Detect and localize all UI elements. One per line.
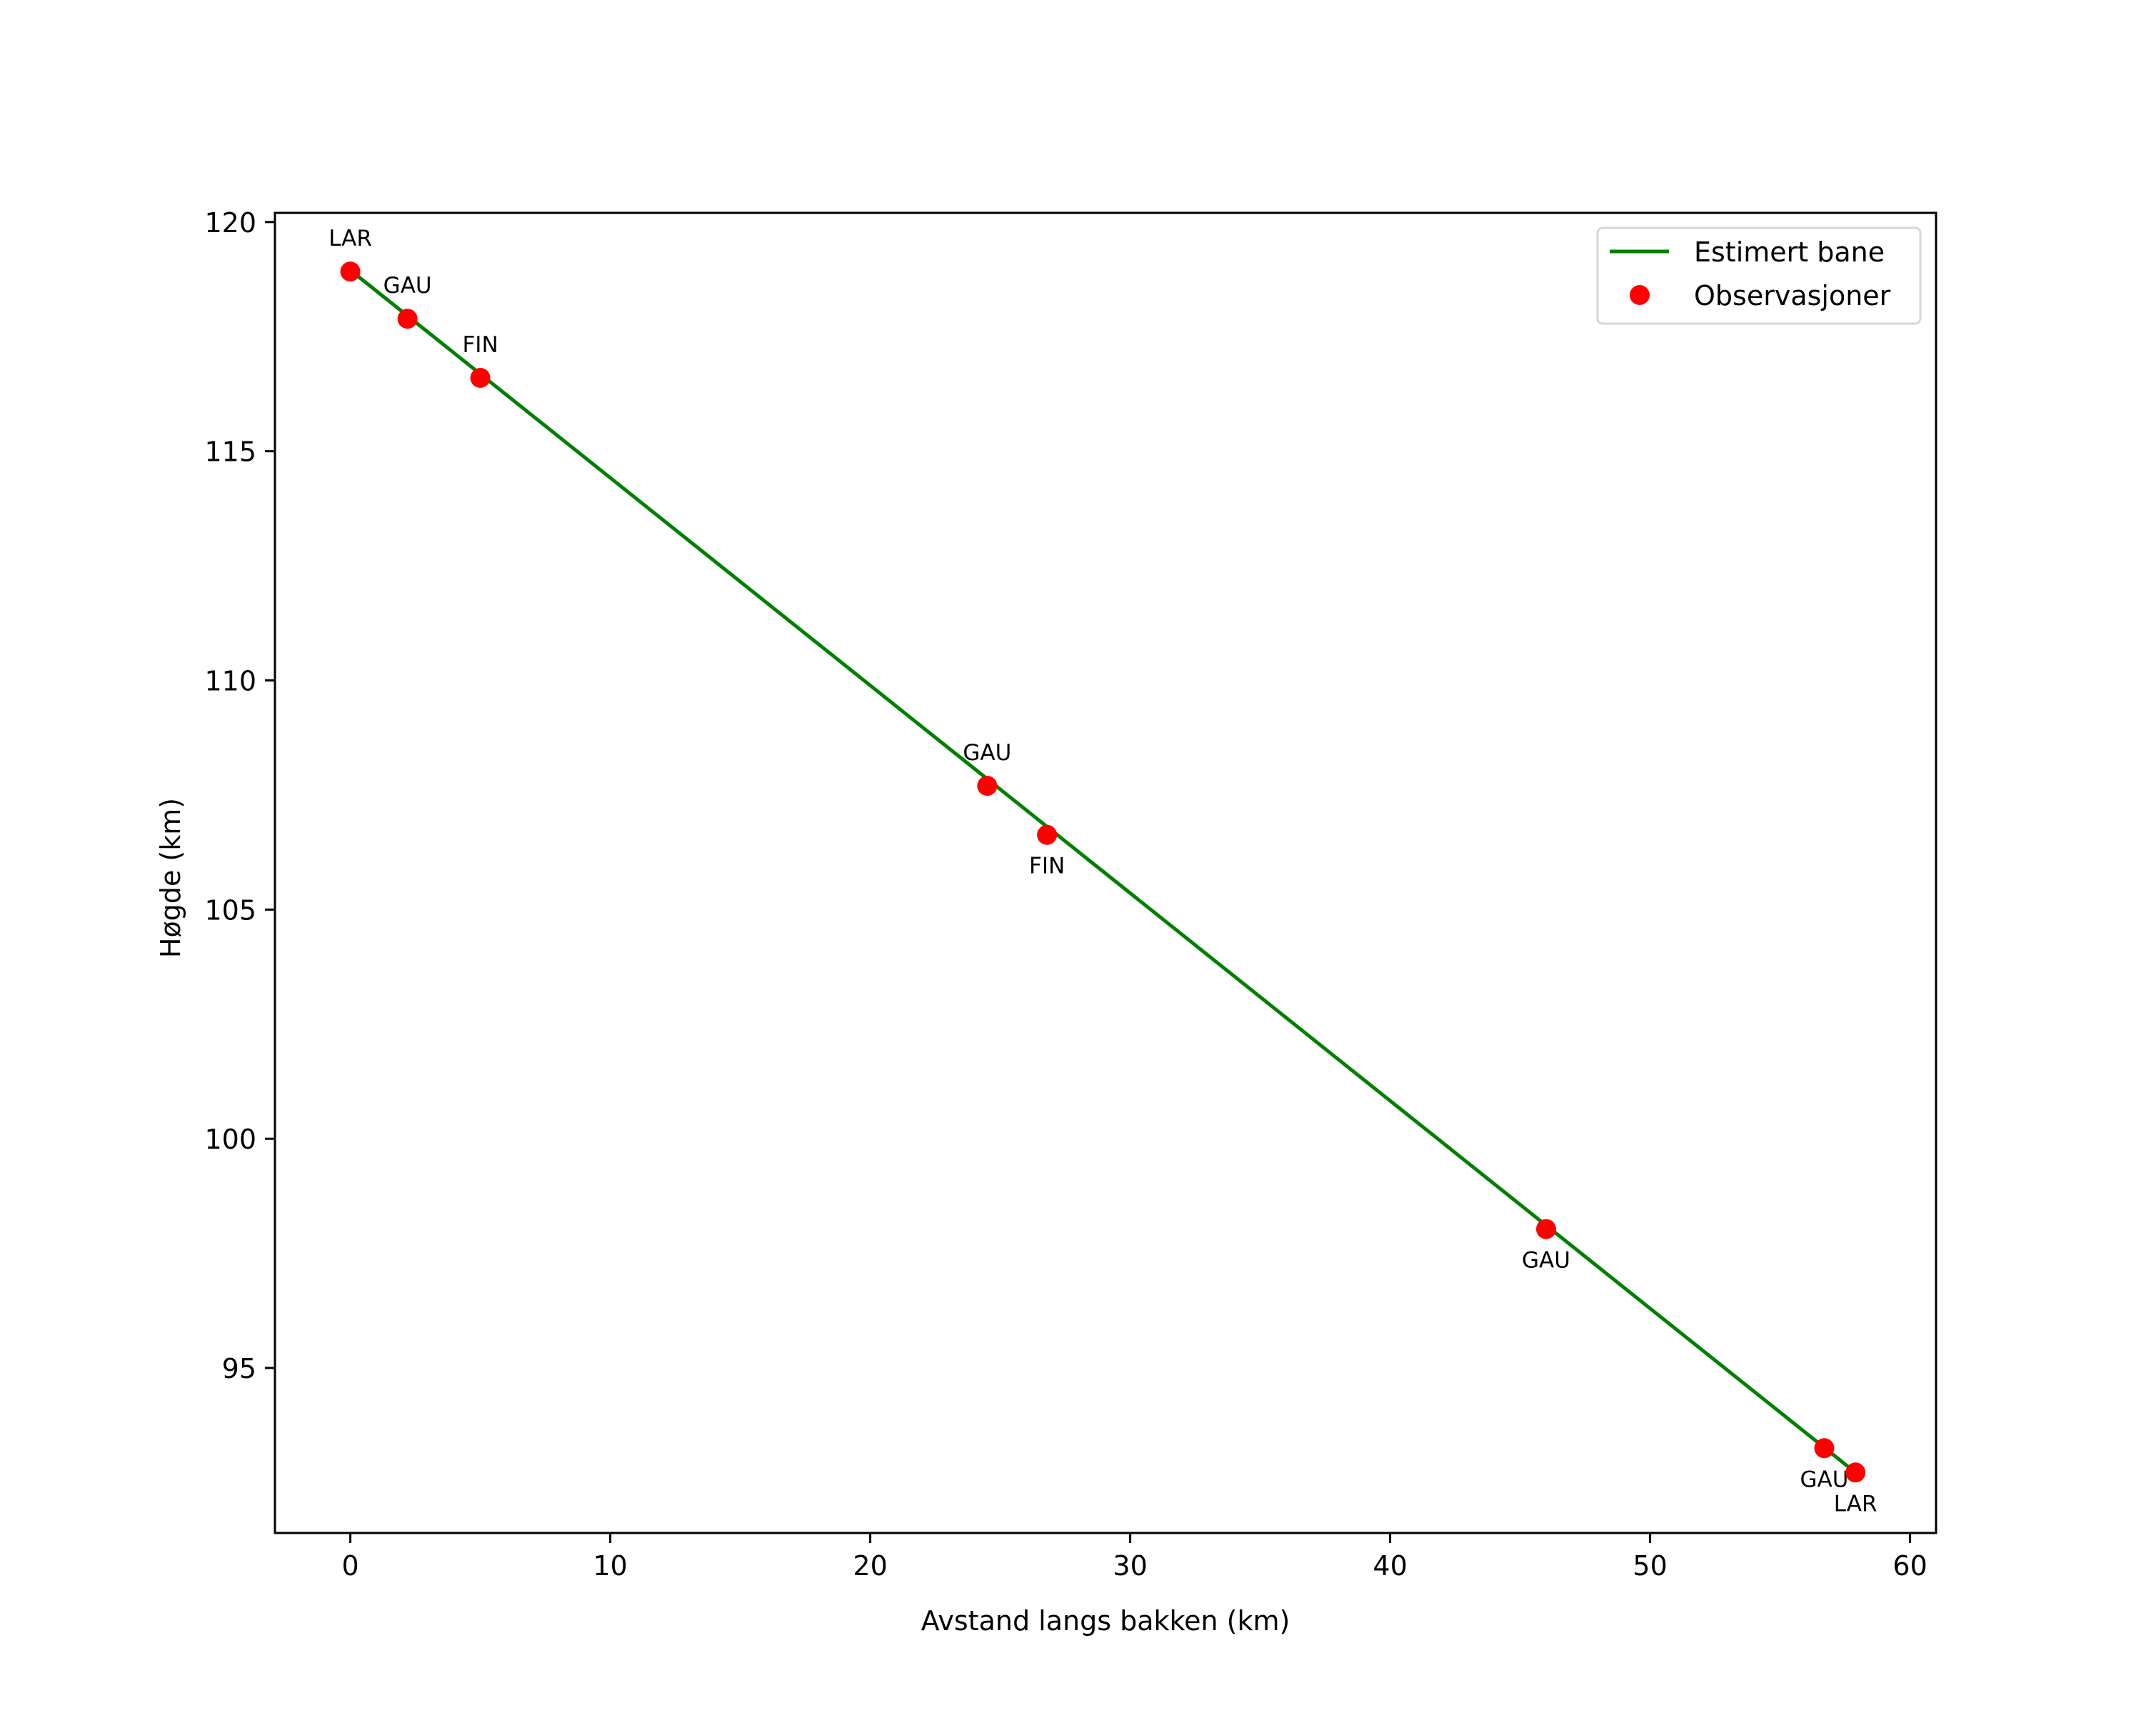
x-tick-label: 0: [341, 1550, 359, 1582]
observation-point: [470, 368, 491, 388]
observation-point: [977, 776, 998, 796]
observation-point: [1845, 1462, 1866, 1483]
station-label: GAU: [1522, 1248, 1570, 1274]
observation-point: [340, 261, 361, 282]
observation-point: [1037, 824, 1058, 845]
x-tick-label: 20: [853, 1550, 887, 1582]
y-tick-label: 100: [204, 1124, 256, 1155]
estimated-trajectory-line: [349, 269, 1857, 1474]
y-tick-label: 95: [222, 1353, 256, 1384]
observation-point: [397, 309, 418, 329]
x-tick-label: 40: [1373, 1550, 1407, 1582]
y-tick-label: 115: [204, 436, 256, 468]
y-tick-label: 105: [204, 894, 256, 926]
legend: Estimert bane Observasjoner: [1596, 226, 1922, 325]
legend-label-observasjoner: Observasjoner: [1694, 280, 1891, 311]
observation-point: [1814, 1438, 1835, 1459]
station-label: GAU: [1800, 1467, 1849, 1492]
axes: 0 10 20 30 40 50 60 95 100 105 110 115 120: [204, 207, 1937, 1582]
observation-point: [1535, 1219, 1556, 1239]
y-tick-label: 120: [204, 207, 256, 239]
station-label: LAR: [329, 226, 372, 251]
x-axis-label: Avstand langs bakken (km): [921, 1605, 1290, 1637]
legend-label-estimert-bane: Estimert bane: [1694, 236, 1885, 268]
x-tick-label: 50: [1633, 1550, 1667, 1582]
legend-marker-icon: [1630, 285, 1650, 305]
legend-box: [1596, 226, 1922, 325]
x-tick-label: 30: [1113, 1550, 1147, 1582]
station-label: FIN: [462, 332, 498, 358]
station-label: LAR: [1834, 1491, 1877, 1517]
y-axis-label: Høgde (km): [155, 798, 186, 958]
station-label: GAU: [963, 740, 1011, 766]
y-tick-label: 110: [204, 666, 256, 697]
axes-frame: [274, 211, 1937, 1534]
station-label: GAU: [383, 273, 432, 299]
x-tick-label: 10: [593, 1550, 627, 1582]
x-tick-label: 60: [1892, 1550, 1927, 1582]
station-label: FIN: [1029, 854, 1065, 879]
